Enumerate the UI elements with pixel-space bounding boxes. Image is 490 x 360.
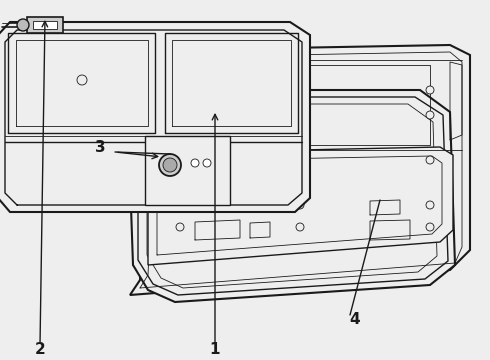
Polygon shape <box>0 22 310 212</box>
Polygon shape <box>145 136 230 205</box>
Circle shape <box>176 201 184 209</box>
Circle shape <box>296 223 304 231</box>
Polygon shape <box>130 90 455 302</box>
Circle shape <box>203 159 211 167</box>
Circle shape <box>17 19 29 31</box>
Circle shape <box>176 181 184 189</box>
Circle shape <box>191 159 199 167</box>
Circle shape <box>296 181 304 189</box>
Polygon shape <box>27 17 63 33</box>
Circle shape <box>176 223 184 231</box>
Circle shape <box>159 154 181 176</box>
Text: 2: 2 <box>35 342 46 357</box>
Polygon shape <box>33 21 57 29</box>
Circle shape <box>426 111 434 119</box>
Circle shape <box>163 158 177 172</box>
Circle shape <box>426 223 434 231</box>
Circle shape <box>426 86 434 94</box>
Circle shape <box>426 201 434 209</box>
Polygon shape <box>130 45 470 295</box>
Text: 3: 3 <box>95 140 105 154</box>
Circle shape <box>77 75 87 85</box>
Circle shape <box>296 201 304 209</box>
Circle shape <box>426 156 434 164</box>
Text: 1: 1 <box>210 342 220 357</box>
Text: 4: 4 <box>350 312 360 328</box>
Polygon shape <box>148 147 453 265</box>
